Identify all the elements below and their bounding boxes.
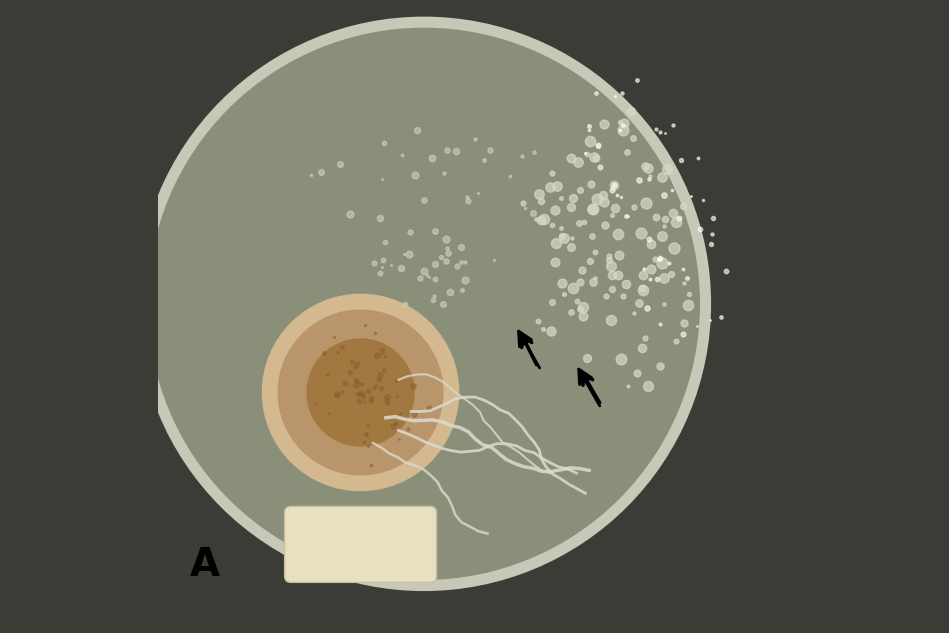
Circle shape bbox=[307, 339, 414, 446]
Text: 15: 15 bbox=[664, 458, 680, 472]
FancyBboxPatch shape bbox=[285, 506, 437, 582]
Circle shape bbox=[278, 310, 443, 475]
Text: A: A bbox=[190, 546, 220, 584]
Circle shape bbox=[263, 294, 458, 491]
Circle shape bbox=[145, 25, 702, 582]
